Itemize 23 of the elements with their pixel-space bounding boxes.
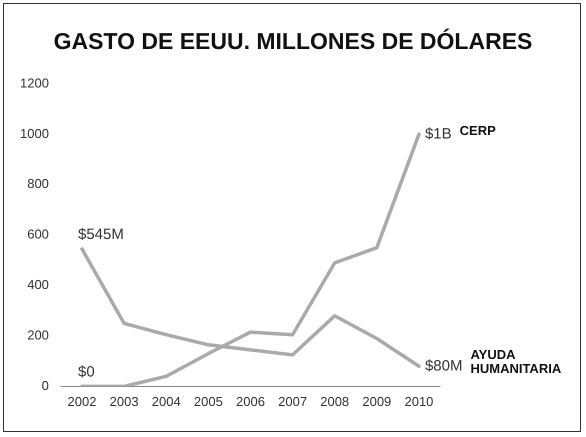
x-tick-label: 2005 — [194, 394, 223, 409]
y-tick-label: 400 — [27, 277, 49, 292]
x-tick-label: 2008 — [320, 394, 350, 409]
y-tick-label: 1000 — [20, 126, 49, 141]
y-tick-label: 0 — [42, 378, 49, 393]
x-tick-label: 2007 — [278, 394, 308, 409]
text: AYUDA HUMANITARIA — [470, 346, 562, 376]
annotation: $80M — [424, 357, 462, 374]
y-tick-label: 600 — [27, 226, 49, 242]
annotation: $1B — [424, 125, 452, 142]
x-tick-label: 2010 — [404, 394, 434, 409]
y-tick-label: 200 — [27, 328, 49, 343]
y-tick-label: 800 — [27, 176, 49, 192]
y-tick-label: 1200 — [20, 75, 49, 90]
text: CERP — [460, 122, 496, 138]
x-tick-label: 2004 — [152, 394, 181, 409]
chart-title: GASTO DE EEUU. MILLONES DE DÓLARES — [52, 28, 534, 55]
annotation: $0 — [78, 364, 95, 381]
x-tick-label: 2003 — [110, 394, 139, 409]
annotation: $545M — [78, 226, 124, 244]
x-tick-label: 2009 — [362, 394, 392, 409]
x-tick-label: 2002 — [68, 394, 96, 409]
x-tick-label: 2006 — [236, 394, 265, 409]
